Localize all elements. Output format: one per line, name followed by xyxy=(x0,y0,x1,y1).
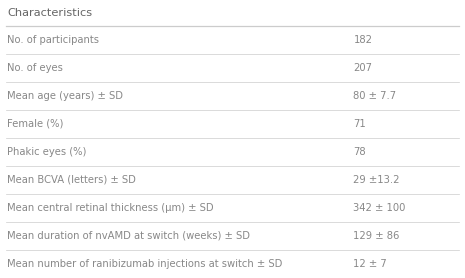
Text: 71: 71 xyxy=(353,119,366,129)
Text: 182: 182 xyxy=(353,35,372,45)
Text: Mean duration of nvAMD at switch (weeks) ± SD: Mean duration of nvAMD at switch (weeks)… xyxy=(7,231,250,241)
Text: Characteristics: Characteristics xyxy=(7,8,92,18)
Text: No. of eyes: No. of eyes xyxy=(7,63,63,73)
Text: Mean age (years) ± SD: Mean age (years) ± SD xyxy=(7,91,123,101)
Text: No. of participants: No. of participants xyxy=(7,35,99,45)
Text: 29 ±13.2: 29 ±13.2 xyxy=(353,175,400,185)
Text: 78: 78 xyxy=(353,147,366,157)
Text: 80 ± 7.7: 80 ± 7.7 xyxy=(353,91,397,101)
Text: 129 ± 86: 129 ± 86 xyxy=(353,231,400,241)
Text: Mean number of ranibizumab injections at switch ± SD: Mean number of ranibizumab injections at… xyxy=(7,259,282,269)
Text: Mean central retinal thickness (μm) ± SD: Mean central retinal thickness (μm) ± SD xyxy=(7,203,213,213)
Text: Mean BCVA (letters) ± SD: Mean BCVA (letters) ± SD xyxy=(7,175,136,185)
Text: 207: 207 xyxy=(353,63,372,73)
Text: Phakic eyes (%): Phakic eyes (%) xyxy=(7,147,86,157)
Text: Female (%): Female (%) xyxy=(7,119,63,129)
Text: 12 ± 7: 12 ± 7 xyxy=(353,259,387,269)
Text: 342 ± 100: 342 ± 100 xyxy=(353,203,406,213)
